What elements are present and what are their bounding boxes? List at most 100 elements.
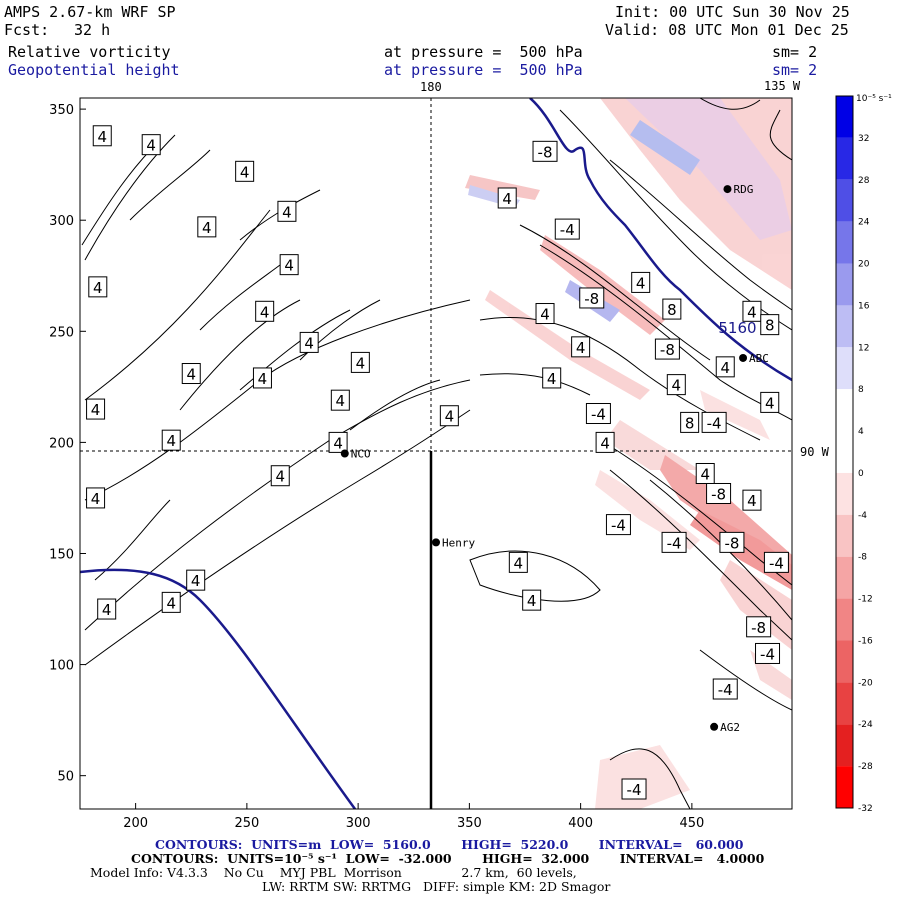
svg-text:4: 4 (336, 392, 346, 410)
contour-label: 4 (86, 487, 106, 509)
svg-text:-8: -8 (711, 485, 726, 503)
svg-text:4: 4 (600, 434, 610, 452)
lat-90w-label: 90 W (800, 445, 829, 459)
svg-text:4: 4 (260, 303, 270, 321)
contour-label: 8 (760, 314, 780, 336)
contour-label: 4 (279, 254, 299, 276)
contour-label: 4 (161, 591, 181, 613)
svg-text:ABC: ABC (749, 352, 769, 365)
svg-text:4: 4 (636, 274, 646, 292)
svg-text:-4: -4 (611, 517, 626, 535)
station-ag2: AG2 (710, 721, 740, 734)
colorbar-swatch (836, 472, 853, 515)
colorbar-swatch (836, 598, 853, 641)
contour-label: 4 (186, 569, 206, 591)
svg-text:RDG: RDG (733, 183, 753, 196)
svg-text:4: 4 (514, 554, 524, 572)
contour-label: 4 (595, 431, 615, 453)
contour-label: 4 (88, 276, 108, 298)
contour-label: 4 (695, 462, 715, 484)
lon-180-label: 180 (420, 80, 442, 94)
svg-text:4: 4 (547, 370, 557, 388)
contour-label: -8 (579, 287, 605, 309)
valid-time: Valid: 08 UTC Mon 01 Dec 25 (605, 21, 849, 39)
plot-frame (79, 97, 793, 810)
contour-label: 4 (508, 551, 528, 573)
colorbar-swatch (836, 556, 853, 599)
y-tick-label: 250 (49, 325, 74, 340)
contour-label: 4 (439, 405, 459, 427)
contour-label: 4 (161, 429, 181, 451)
contour-label: 4 (535, 303, 555, 325)
svg-text:4: 4 (765, 394, 775, 412)
contour-label: 4 (760, 391, 780, 413)
contour-label: 4 (328, 431, 348, 453)
svg-text:4: 4 (576, 339, 586, 357)
colorbar-unit: 10⁻⁵ s⁻¹ (856, 94, 892, 104)
contour-label: 4 (522, 589, 542, 611)
colorbar-swatch (836, 431, 853, 473)
station-henry: Henry (432, 536, 475, 549)
svg-text:4: 4 (146, 137, 156, 155)
contour-label: 4 (92, 125, 112, 147)
svg-text:Henry: Henry (442, 536, 475, 549)
colorbar-tick-label: -24 (858, 720, 873, 730)
fcst-value: 32 h (74, 21, 111, 39)
svg-text:-4: -4 (718, 681, 733, 699)
colorbar-frame (835, 95, 854, 809)
contour-info-vorticity: CONTOURS: UNITS=10⁻⁵ s⁻¹ LOW= -32.000 HI… (131, 851, 765, 866)
svg-text:8: 8 (765, 317, 775, 335)
y-tick-label: 150 (49, 547, 74, 562)
colorbar-swatch (836, 221, 853, 264)
colorbar-tick-label: 20 (858, 260, 870, 270)
smoothing2: sm= 2 (772, 61, 818, 79)
svg-text:4: 4 (304, 334, 314, 352)
svg-text:4: 4 (191, 572, 201, 590)
y-tick-label: 350 (49, 103, 74, 118)
colorbar-tick-label: -4 (858, 511, 867, 521)
svg-text:4: 4 (102, 601, 112, 619)
colorbar-tick-label: 28 (858, 176, 870, 186)
svg-text:4: 4 (166, 594, 176, 612)
colorbar-swatch (836, 137, 853, 180)
svg-text:4: 4 (275, 468, 285, 486)
x-tick-label: 350 (457, 816, 482, 831)
svg-text:4: 4 (258, 370, 268, 388)
svg-text:8: 8 (667, 301, 677, 319)
contour-label: 4 (235, 160, 255, 182)
svg-text:-4: -4 (769, 554, 784, 572)
contour-label: 4 (252, 367, 272, 389)
x-tick-label: 450 (679, 816, 704, 831)
svg-text:4: 4 (91, 401, 101, 419)
contour-label: 4 (742, 300, 762, 322)
contour-label: -8 (719, 531, 745, 553)
svg-text:4: 4 (445, 408, 455, 426)
svg-text:-8: -8 (724, 534, 739, 552)
contour-label: 4 (141, 134, 161, 156)
colorbar-swatch (836, 514, 853, 557)
contour-label: 4 (330, 389, 350, 411)
contour-label: -4 (712, 678, 738, 700)
svg-text:4: 4 (97, 128, 107, 146)
contour-label: -8 (654, 338, 680, 360)
contour-label: 4 (97, 598, 117, 620)
colorbar-tick-label: -32 (858, 804, 873, 814)
x-axis: 200 250 300 350 400 450 (123, 803, 704, 831)
colorbar-tick-label: 4 (858, 427, 864, 437)
colorbar-swatch (836, 179, 853, 222)
svg-text:4: 4 (166, 432, 176, 450)
svg-text:4: 4 (91, 490, 101, 508)
colorbar-tick-label: -8 (858, 553, 867, 563)
model-info-physics: LW: RRTM SW: RRTMG DIFF: simple KM: 2D S… (262, 879, 611, 894)
field2-name: Geopotential height (8, 61, 180, 79)
svg-text:-8: -8 (751, 619, 766, 637)
colorbar-swatch (836, 640, 853, 683)
station-rdg: RDG (723, 183, 753, 196)
station-abc: ABC (739, 352, 769, 365)
svg-text:4: 4 (333, 434, 343, 452)
svg-text:4: 4 (284, 257, 294, 275)
contour-label: 4 (542, 367, 562, 389)
height-contour-label: 5160 (718, 319, 756, 337)
